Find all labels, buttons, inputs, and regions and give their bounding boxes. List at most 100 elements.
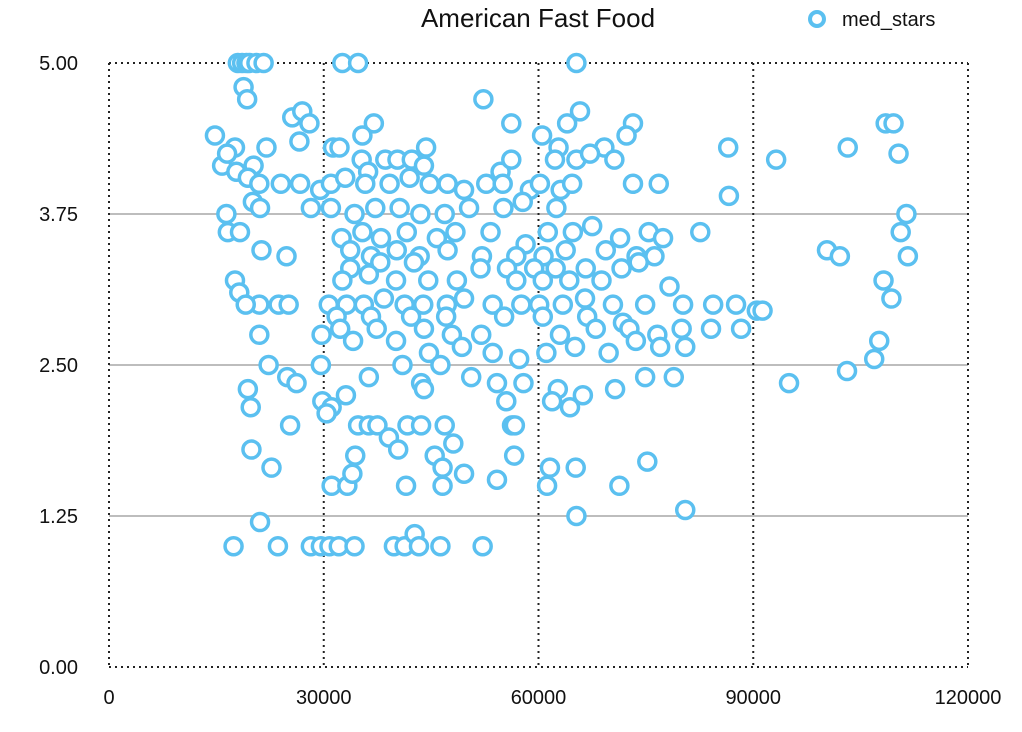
data-point <box>258 354 279 376</box>
data-point <box>358 264 380 285</box>
data-point <box>634 366 656 388</box>
data-point <box>532 270 554 291</box>
data-point <box>289 173 311 195</box>
data-point <box>591 270 612 291</box>
data-point <box>344 445 366 466</box>
data-point <box>897 246 919 267</box>
data-point <box>549 324 571 346</box>
data-point <box>611 258 632 279</box>
data-point <box>249 511 271 533</box>
data-point <box>430 354 451 376</box>
data-point <box>496 390 517 412</box>
data-point <box>413 378 435 400</box>
y-tick-label: 2.50 <box>39 355 78 377</box>
data-point <box>395 475 417 497</box>
data-point <box>446 270 468 291</box>
data-point <box>863 348 885 370</box>
data-point <box>470 324 492 346</box>
y-tick-label: 0.00 <box>39 657 78 679</box>
data-point <box>572 384 594 406</box>
data-point <box>261 457 282 478</box>
data-point <box>598 342 619 364</box>
data-point <box>581 215 603 237</box>
data-point <box>249 324 270 346</box>
data-point <box>628 252 649 273</box>
data-point <box>335 384 357 406</box>
legend[interactable]: med_stars <box>808 9 935 31</box>
y-tick-label: 5.00 <box>39 53 78 75</box>
data-point <box>434 203 455 225</box>
data-point <box>493 197 514 219</box>
data-point <box>311 324 332 346</box>
data-point <box>352 221 373 243</box>
data-point <box>868 330 890 352</box>
data-point <box>837 137 858 158</box>
data-point <box>460 366 482 388</box>
data-point <box>881 288 902 309</box>
data-point <box>389 197 410 219</box>
data-point <box>513 372 534 394</box>
data-point <box>435 306 457 327</box>
data-point <box>352 125 373 146</box>
data-point <box>552 294 574 315</box>
data-point <box>432 457 453 478</box>
data-point <box>512 191 534 213</box>
data-point <box>358 366 380 388</box>
data-point <box>718 185 740 207</box>
data-point <box>339 239 361 261</box>
data-point <box>566 52 587 74</box>
data-point <box>392 354 413 376</box>
data-point <box>300 197 322 219</box>
data-point <box>579 143 601 164</box>
data-point <box>240 397 261 418</box>
data-point <box>253 52 274 74</box>
data-point <box>585 318 607 340</box>
data-point <box>408 535 430 557</box>
data-point <box>671 318 692 340</box>
data-point <box>672 294 694 315</box>
data-point <box>470 258 491 279</box>
y-tick-label: 3.75 <box>39 204 78 226</box>
data-point <box>453 463 475 484</box>
data-point <box>347 52 369 74</box>
data-point <box>501 149 522 170</box>
data-point <box>473 88 494 110</box>
data-point <box>334 167 356 189</box>
data-point <box>622 173 644 195</box>
data-point <box>329 318 351 340</box>
data-point <box>342 330 364 352</box>
data-point <box>413 155 435 176</box>
data-point <box>536 475 558 497</box>
data-point <box>730 318 752 340</box>
data-point <box>652 227 674 249</box>
data-point <box>453 179 475 201</box>
data-point <box>418 342 440 364</box>
data-point <box>237 378 259 400</box>
data-point <box>648 173 670 195</box>
data-point <box>604 149 625 170</box>
data-point <box>575 258 596 279</box>
data-point <box>355 173 376 195</box>
data-point <box>413 318 435 340</box>
data-point <box>342 463 363 484</box>
data-point <box>616 125 637 146</box>
data-point <box>373 288 395 309</box>
data-point <box>569 101 591 122</box>
data-point <box>276 246 297 267</box>
data-point <box>267 535 289 557</box>
data-point <box>609 475 630 497</box>
data-point <box>566 505 587 527</box>
data-point <box>432 475 453 497</box>
data-point <box>545 258 566 279</box>
data-point <box>544 149 566 170</box>
data-point <box>332 270 353 291</box>
data-point <box>649 336 671 358</box>
data-point <box>396 221 418 243</box>
data-point <box>256 137 277 158</box>
data-point <box>366 318 387 340</box>
data-point <box>310 354 332 376</box>
data-point <box>235 294 256 315</box>
data-point <box>674 499 696 521</box>
data-point <box>329 137 350 158</box>
